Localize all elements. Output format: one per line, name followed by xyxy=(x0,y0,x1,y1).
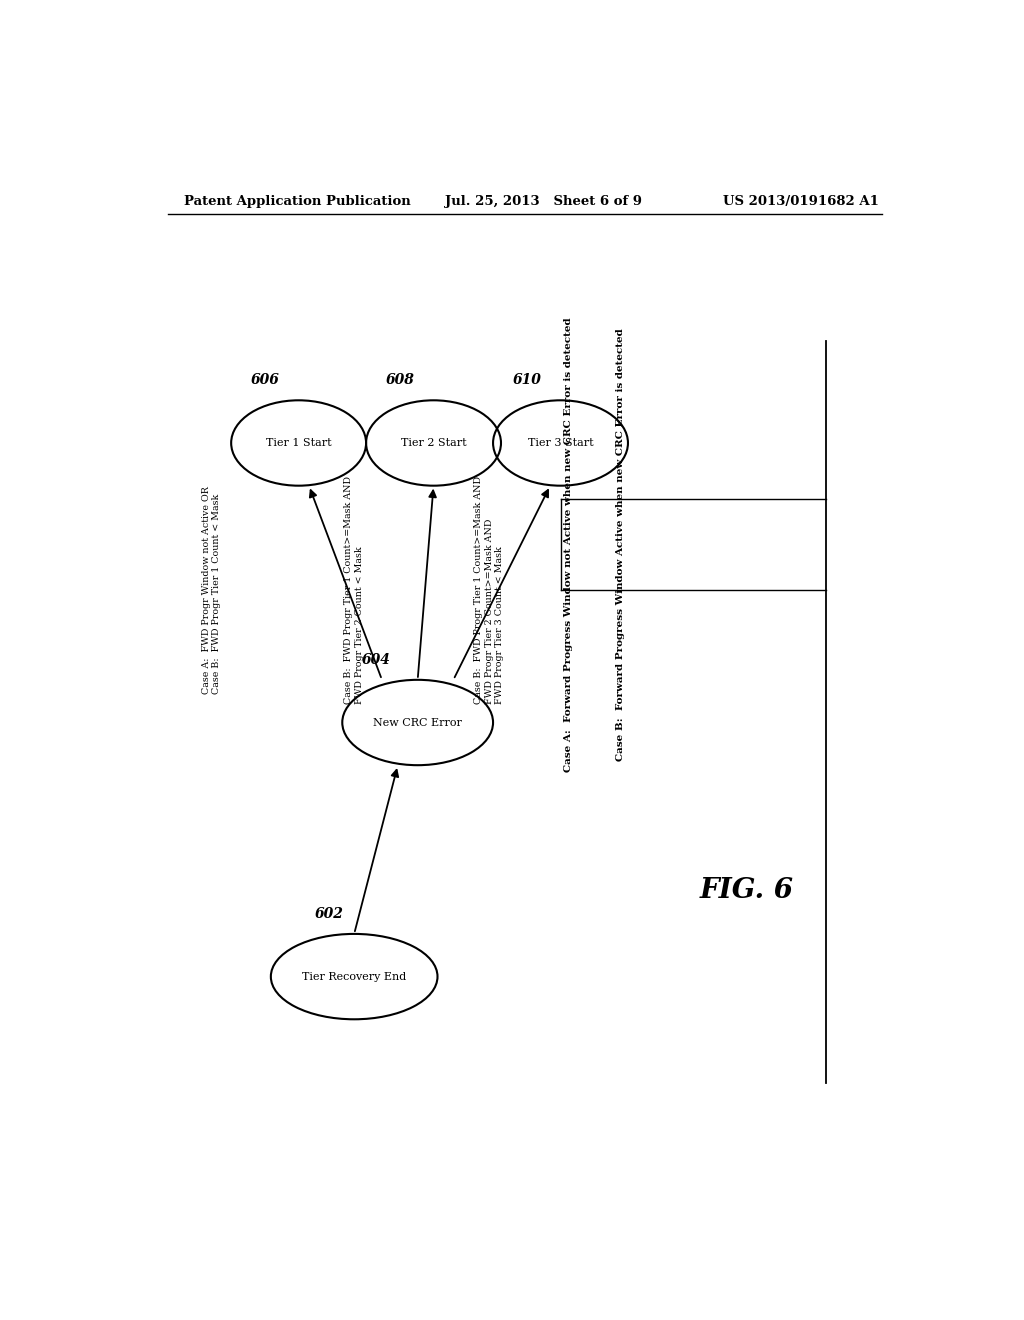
Text: Case B:  Forward Progress Window Active when new CRC Error is detected: Case B: Forward Progress Window Active w… xyxy=(615,329,625,762)
Text: Tier 2 Start: Tier 2 Start xyxy=(400,438,466,447)
Text: FIG. 6: FIG. 6 xyxy=(700,876,794,904)
Text: 610: 610 xyxy=(513,374,542,387)
Text: Tier Recovery End: Tier Recovery End xyxy=(302,972,407,982)
Text: Case B:  FWD Progr Tier 1 Count>=Mask AND
FWD Progr Tier 2 Count < Mask: Case B: FWD Progr Tier 1 Count>=Mask AND… xyxy=(344,477,364,705)
Text: 606: 606 xyxy=(251,374,280,387)
Text: Case A:  FWD Progr Window not Active OR
Case B:  FWD Progr Tier 1 Count < Mask: Case A: FWD Progr Window not Active OR C… xyxy=(202,487,221,694)
Text: Case A:  Forward Progress Window not Active when new CRC Error is detected: Case A: Forward Progress Window not Acti… xyxy=(564,317,573,772)
Text: 608: 608 xyxy=(386,374,415,387)
Text: US 2013/0191682 A1: US 2013/0191682 A1 xyxy=(723,194,879,207)
Text: Case B:  FWD Progr Tier 1 Count>=Mask AND
FWD Progr Tier 2 Count>=Mask AND
FWD P: Case B: FWD Progr Tier 1 Count>=Mask AND… xyxy=(474,477,504,705)
Text: Tier 3 Start: Tier 3 Start xyxy=(527,438,593,447)
Text: New CRC Error: New CRC Error xyxy=(373,718,462,727)
Text: Tier 1 Start: Tier 1 Start xyxy=(266,438,332,447)
Text: 602: 602 xyxy=(314,907,343,921)
Text: Jul. 25, 2013   Sheet 6 of 9: Jul. 25, 2013 Sheet 6 of 9 xyxy=(445,194,642,207)
Text: 604: 604 xyxy=(362,652,391,667)
Text: Patent Application Publication: Patent Application Publication xyxy=(183,194,411,207)
